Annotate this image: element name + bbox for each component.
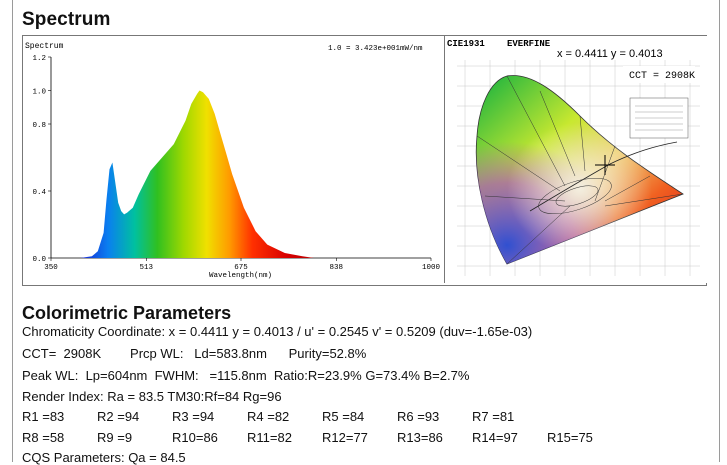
- cri-value: R8 =58: [22, 430, 65, 445]
- cie-region-lines: [476, 75, 684, 265]
- report-frame: [12, 0, 720, 462]
- cri-value: R9 =9: [97, 430, 133, 445]
- spectrum-y-tick-label: 0.0: [32, 256, 46, 264]
- spectrum-area: [51, 90, 431, 258]
- cri-value: R7 =81: [472, 409, 515, 424]
- render-index-line: Render Index: Ra = 83.5 TM30:Rf=84 Rg=96: [22, 389, 282, 404]
- colorimetric-heading: Colorimetric Parameters: [22, 303, 232, 323]
- spectrum-scale-note: 1.0 = 3.423e+001mW/nm: [328, 45, 423, 53]
- cri-value: R5 =84: [322, 409, 365, 424]
- spectrum-x-tick-label: 350: [44, 264, 58, 272]
- cri-value: R15=75: [547, 430, 593, 445]
- peak-wl-line: Peak WL: Lp=604nm FWHM: =115.8nm Ratio:R…: [22, 368, 470, 383]
- cct-line: CCT= 2908K Prcp WL: Ld=583.8nm Purity=52…: [22, 346, 367, 361]
- spectrum-y-tick-label: 0.4: [32, 189, 46, 197]
- spectrum-x-tick-label: 513: [140, 264, 154, 272]
- planckian-locus: [529, 141, 678, 212]
- cqs-line: CQS Parameters: Qa = 84.5: [22, 450, 186, 465]
- cri-value: R1 =83: [22, 409, 65, 424]
- plots-row: 350 513 675 838 1000 0.0 0.4 0.8 1.0 1.2 Spectrum…: [22, 35, 707, 286]
- cie-xy: x = 0.4411 y = 0.4013: [557, 48, 663, 60]
- spectrum-x-tick-label: 838: [330, 264, 344, 272]
- chromaticity-line: Chromaticity Coordinate: x = 0.4411 y = …: [22, 324, 533, 339]
- cie-legend-box: [629, 97, 689, 139]
- cri-value: R2 =94: [97, 409, 140, 424]
- cri-value: R13=86: [397, 430, 443, 445]
- cri-value: R12=77: [322, 430, 368, 445]
- cie-header-bg: [445, 36, 707, 60]
- spectrum-y-tick-label: 0.8: [32, 122, 46, 130]
- cie-marker: [595, 155, 615, 175]
- cie-white-region: [476, 75, 683, 264]
- cri-value: R3 =94: [172, 409, 215, 424]
- spectrum-x-tick-label: 1000: [422, 264, 441, 272]
- cie-brand: EVERFINE: [507, 39, 551, 49]
- spectrum-x-tick-label: 675: [234, 264, 248, 272]
- cie-cct-bg: [623, 66, 695, 83]
- cie-label: CIE1931: [447, 39, 485, 49]
- cri-value: R11=82: [247, 430, 292, 445]
- cri-value: R4 =82: [247, 409, 290, 424]
- cie-diagram-panel: CIE1931 EVERFINE x = 0.4411 y = 0.4013 C…: [444, 36, 707, 283]
- cri-value: R10=86: [172, 430, 218, 445]
- cri-value: R14=97: [472, 430, 518, 445]
- spectrum-chart: 350 513 675 838 1000 0.0 0.4 0.8 1.0 1.2 Spectrum…: [25, 42, 441, 280]
- spectrum-panel: 350 513 675 838 1000 0.0 0.4 0.8 1.0 1.2 Spectrum…: [23, 36, 443, 283]
- spectrum-ylabel: Spectrum: [25, 42, 64, 51]
- spectrum-y-tick-label: 1.0: [32, 89, 46, 97]
- spectrum-xlabel: Wavelength(nm): [209, 272, 272, 280]
- cie-cct: CCT = 2908K: [629, 71, 695, 82]
- cie-diagram: CIE1931 EVERFINE x = 0.4411 y = 0.4013 C…: [445, 36, 707, 276]
- cri-value: R6 =93: [397, 409, 440, 424]
- spectrum-heading: Spectrum: [22, 9, 111, 30]
- spectrum-y-tick-label: 1.2: [32, 55, 46, 63]
